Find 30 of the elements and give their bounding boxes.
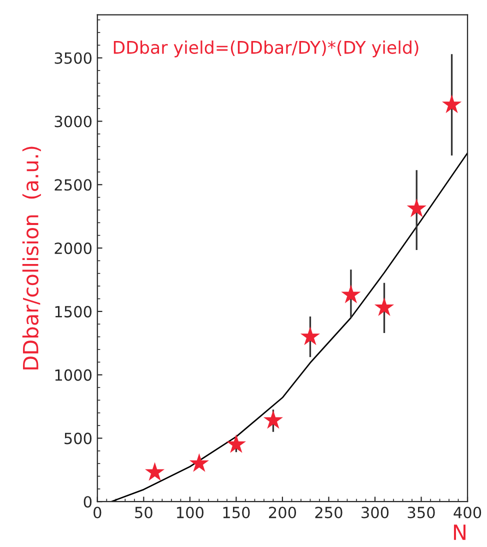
y-tick-label: 2500 (54, 179, 92, 191)
y-tick-label: 2000 (54, 242, 92, 254)
point (406, 198, 426, 218)
point (226, 434, 246, 453)
x-tick-label: 300 (362, 506, 389, 518)
point (189, 453, 209, 472)
point (341, 284, 361, 304)
x-tick-label: 0 (94, 506, 102, 518)
x-tick-label: 400 (454, 506, 482, 518)
line-series (110, 152, 468, 502)
y-tick-label: 500 (64, 432, 92, 444)
y-tick-label: 1000 (55, 369, 92, 381)
point (263, 410, 284, 429)
x-tick-label: 350 (408, 506, 435, 518)
y-tick-label: 3000 (54, 116, 92, 128)
y-axis-title: DDbar/collision (a.u.) (22, 146, 41, 370)
y-tick-label: 0 (84, 496, 92, 508)
x-tick-label: 200 (269, 506, 296, 518)
point (300, 326, 320, 346)
x-tick-label: 100 (177, 506, 204, 518)
point (144, 462, 165, 481)
x-tick-label: 250 (315, 506, 342, 518)
point (374, 297, 394, 316)
x-tick-label: 150 (223, 506, 250, 518)
y-tick-label: 1500 (55, 306, 92, 318)
x-tick-label: 50 (135, 506, 152, 518)
annotation: DDbar yield=(DDbar/DY)*(DY yield) (114, 40, 418, 58)
point (442, 94, 462, 114)
x-axis-title: N (454, 524, 466, 540)
y-tick-label: 3500 (54, 52, 92, 64)
